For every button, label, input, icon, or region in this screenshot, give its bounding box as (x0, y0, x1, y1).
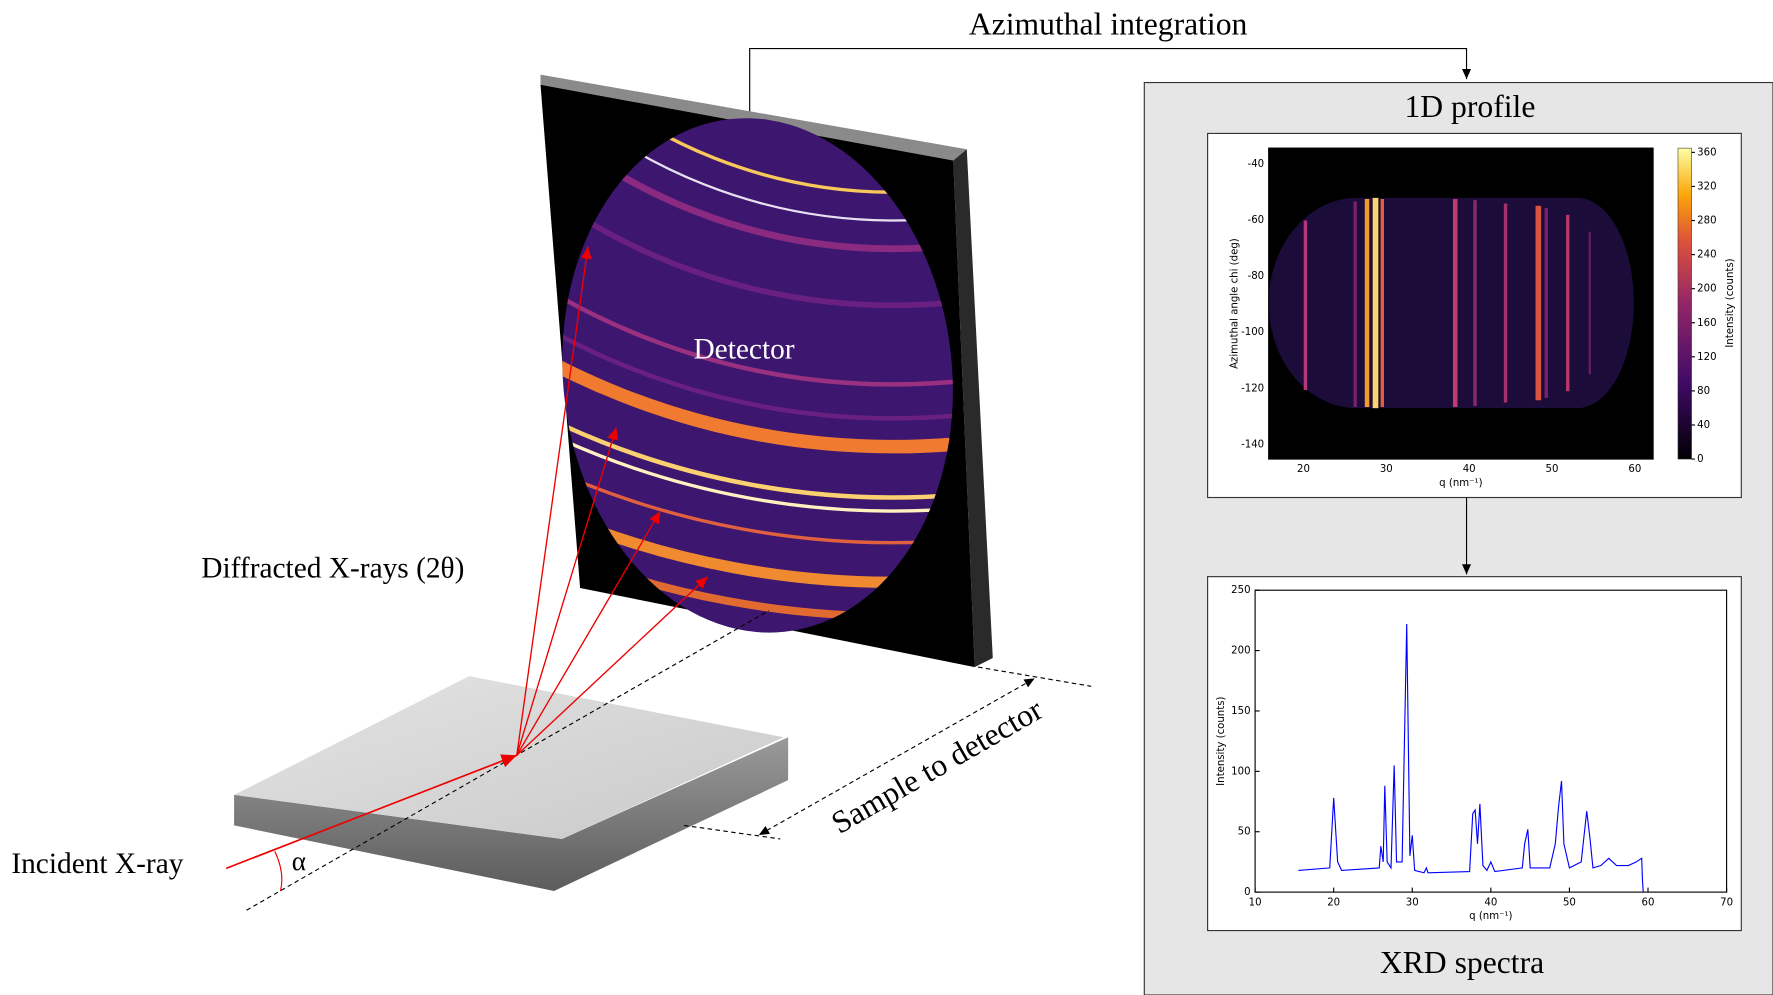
colorbar-tick-label: 0 (1697, 454, 1703, 465)
profile-label: 1D profile (1404, 89, 1535, 124)
angle-arc (275, 851, 282, 891)
distance-label: Sample to detector (825, 691, 1048, 840)
y-tick-label: -60 (1248, 215, 1265, 226)
y-tick-label: -140 (1241, 439, 1264, 450)
colorbar-tick-label: 200 (1697, 284, 1716, 295)
y-tick-label: -80 (1248, 271, 1265, 282)
y-tick-label: -100 (1241, 327, 1264, 338)
colorbar-tick-label: 240 (1697, 250, 1716, 261)
y-tick-label: 150 (1231, 706, 1250, 717)
x-tick-label: 20 (1327, 897, 1340, 908)
x-tick-label: 10 (1249, 897, 1262, 908)
x-tick-label: 70 (1720, 897, 1733, 908)
spectrum-frame (1208, 577, 1742, 931)
dimension-line (978, 667, 1091, 686)
x-axis-label: q (nm⁻¹) (1469, 911, 1512, 922)
colorbar-tick-label: 360 (1697, 147, 1716, 158)
x-tick-label: 30 (1406, 897, 1419, 908)
y-tick-label: 100 (1231, 766, 1250, 777)
colorbar-tick-label: 160 (1697, 318, 1716, 329)
colorbar (1678, 148, 1692, 459)
y-tick-label: 50 (1238, 827, 1251, 838)
y-tick-label: -40 (1248, 159, 1265, 170)
y-tick-label: 0 (1244, 887, 1250, 898)
colorbar-label: Intensity (counts) (1725, 258, 1736, 347)
y-axis-label: Azimuthal angle chi (deg) (1230, 238, 1241, 369)
y-tick-label: -120 (1241, 383, 1264, 394)
colorbar-tick-label: 40 (1697, 420, 1710, 431)
diagram: Azimuthal integration 1D profile XRD spe… (0, 0, 1773, 995)
dimension-line (684, 825, 780, 839)
x-axis-label: q (nm⁻¹) (1439, 478, 1482, 489)
y-tick-label: 200 (1231, 646, 1250, 657)
y-tick-label: 250 (1231, 585, 1250, 596)
x-tick-label: 60 (1628, 464, 1641, 475)
x-tick-label: 50 (1563, 897, 1576, 908)
colorbar-tick-label: 320 (1697, 181, 1716, 192)
incident-label: Incident X-ray (11, 848, 183, 880)
x-tick-label: 40 (1484, 897, 1497, 908)
colorbar-tick-label: 80 (1697, 386, 1710, 397)
integration-label: Azimuthal integration (969, 6, 1248, 41)
distance-arrow (760, 678, 1035, 834)
heatmap-region (1269, 198, 1634, 408)
x-tick-label: 50 (1546, 464, 1559, 475)
alpha-label: α (292, 846, 306, 876)
detector-label: Detector (693, 333, 794, 365)
x-tick-label: 20 (1297, 464, 1310, 475)
x-tick-label: 30 (1380, 464, 1393, 475)
y-axis-label: Intensity (counts) (1216, 696, 1227, 785)
x-tick-label: 60 (1642, 897, 1655, 908)
colorbar-tick-label: 280 (1697, 216, 1716, 227)
diffracted-label: Diffracted X-rays (2θ) (201, 553, 464, 585)
colorbar-tick-label: 120 (1697, 352, 1716, 363)
spectra-label: XRD spectra (1380, 945, 1544, 980)
x-tick-label: 40 (1463, 464, 1476, 475)
